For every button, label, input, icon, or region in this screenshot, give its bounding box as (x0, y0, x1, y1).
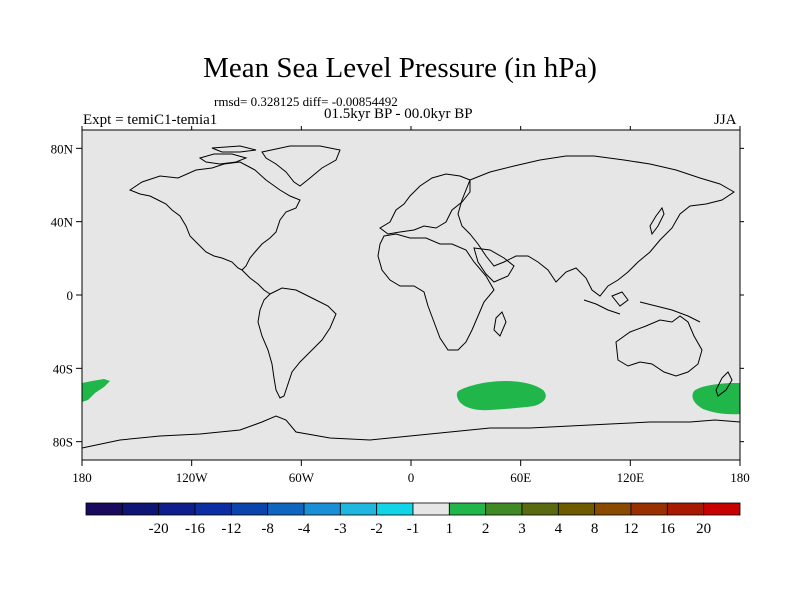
colorbar-swatch (703, 502, 741, 516)
colorbar: -20 -16 -12 -8 -4 -3 -2 -1 1 2 3 4 8 12 16 20 (85, 502, 741, 537)
colorbar-swatch (267, 502, 305, 516)
x-tick-label: 120W (176, 470, 209, 485)
colorbar-swatch (521, 502, 559, 516)
colorbar-swatch (121, 502, 160, 516)
coast-africa (377, 233, 495, 351)
y-tick-label: 40N (51, 215, 74, 230)
colorbar-label: -16 (185, 521, 205, 537)
rmsd-diff-stats: rmsd= 0.328125 diff= -0.00854492 (214, 94, 398, 109)
coast-central-america (241, 269, 271, 295)
x-axis: 180 120W 60W 0 60E 120E 180 (72, 126, 750, 485)
colorbar-label: 2 (482, 521, 490, 537)
coast-arctic-islands (198, 145, 257, 165)
colorbar-swatch (594, 502, 632, 516)
y-tick-label: 0 (67, 288, 74, 303)
experiment-label: Expt = temiC1-temia1 (83, 112, 218, 128)
colorbar-label: -8 (261, 521, 274, 537)
colorbar-swatch (194, 502, 232, 516)
chart-title: Mean Sea Level Pressure (in hPa) (203, 52, 597, 84)
anomaly-regions (82, 379, 740, 415)
colorbar-swatch (630, 502, 668, 516)
colorbar-label: -1 (407, 521, 420, 537)
coast-japan (649, 206, 665, 236)
colorbar-swatch (666, 502, 705, 516)
colorbar-label: 4 (555, 521, 563, 537)
colorbar-swatch (557, 502, 596, 516)
anomaly-south-pacific-west (82, 379, 110, 402)
coast-indonesia (583, 291, 701, 323)
coast-australia (615, 315, 703, 377)
anomaly-southern-indian-ocean (456, 381, 546, 411)
colorbar-label: -2 (370, 521, 383, 537)
map-panel: 180 120W 60W 0 60E 120E 180 80N 40N 0 40S 80S (51, 126, 750, 485)
coast-south-america (257, 287, 337, 399)
colorbar-label: 12 (624, 521, 639, 537)
colorbar-swatch (339, 502, 378, 516)
coast-madagascar (493, 311, 507, 337)
colorbar-swatch (412, 502, 450, 516)
coast-antarctica (81, 415, 741, 449)
y-axis: 80N 40N 0 40S 80S (51, 141, 744, 450)
coast-arabia (473, 247, 515, 283)
background-field (82, 130, 740, 460)
y-tick-label: 80N (51, 141, 74, 156)
colorbar-label: -12 (221, 521, 241, 537)
x-tick-label: 180 (730, 470, 750, 485)
colorbar-label: 1 (446, 521, 454, 537)
colorbar-label: 20 (696, 521, 711, 537)
colorbar-label: -20 (149, 521, 169, 537)
colorbar-swatch (85, 502, 123, 516)
x-tick-label: 60E (510, 470, 531, 485)
colorbar-label: 8 (591, 521, 599, 537)
colorbar-label: 3 (518, 521, 526, 537)
anomaly-south-pacific-east (692, 383, 740, 415)
x-tick-label: 120E (617, 470, 645, 485)
colorbar-label: 16 (660, 521, 676, 537)
colorbar-swatch (448, 502, 487, 516)
x-tick-label: 0 (408, 470, 415, 485)
colorbar-swatch (485, 502, 523, 516)
season-label: JJA (714, 112, 737, 128)
coast-asia (457, 155, 735, 297)
colorbar-label: -3 (334, 521, 347, 537)
coast-new-zealand (715, 371, 733, 397)
colorbar-label: -4 (298, 521, 311, 537)
y-tick-label: 80S (53, 435, 73, 450)
coast-greenland (261, 145, 341, 187)
colorbar-swatch (376, 502, 414, 516)
period-label: 01.5kyr BP - 00.0kyr BP (324, 106, 473, 122)
x-tick-label: 60W (289, 470, 315, 485)
coast-europe (379, 173, 471, 235)
x-tick-label: 180 (72, 470, 92, 485)
colorbar-swatch (230, 502, 269, 516)
colorbar-swatch (303, 502, 341, 516)
colorbar-swatch (158, 502, 196, 516)
y-tick-label: 40S (53, 361, 73, 376)
